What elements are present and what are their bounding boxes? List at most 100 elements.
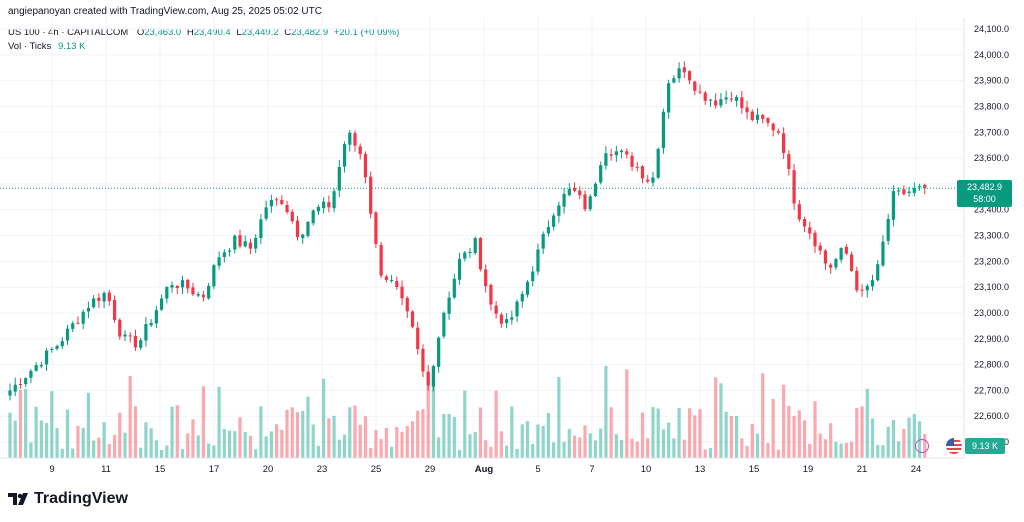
tradingview-logo[interactable]: TradingView — [8, 490, 128, 508]
candle-body — [327, 202, 331, 208]
volume-bar — [50, 391, 54, 458]
volume-bar — [599, 428, 603, 458]
low-label: L — [236, 27, 242, 38]
candle-body — [274, 199, 279, 201]
candle-body — [917, 186, 922, 188]
volume-bar — [687, 408, 692, 458]
candle-body — [693, 81, 697, 91]
candle-body — [776, 131, 781, 133]
volume-bar — [447, 413, 451, 458]
price-tick-label: 22,900.0 — [974, 334, 1009, 344]
candle-body — [39, 365, 43, 367]
time-tick-label: 24 — [911, 464, 922, 475]
candle-body — [865, 285, 869, 291]
candle-body — [264, 207, 268, 219]
candle-body — [802, 219, 807, 227]
volume-bar — [897, 441, 901, 458]
candle-body — [593, 183, 598, 196]
volume-bar — [640, 412, 645, 458]
volume-bar — [97, 437, 101, 458]
volume-bar — [201, 386, 206, 458]
volume-bar — [583, 425, 587, 458]
volume-bar — [902, 428, 906, 458]
candle-body — [154, 310, 158, 324]
candle-body — [714, 100, 718, 106]
volume-bar — [504, 445, 509, 458]
volume-bar — [782, 384, 786, 458]
volume-bar — [855, 407, 859, 458]
candle-body — [322, 201, 326, 209]
time-tick-label: 20 — [263, 464, 274, 475]
candle-body — [729, 98, 733, 100]
volume-bar — [81, 427, 85, 458]
volume-bar — [834, 441, 838, 458]
volume-bar — [243, 432, 247, 458]
candle-body — [410, 311, 415, 327]
volume-bar — [280, 429, 284, 458]
candle-body — [207, 285, 211, 299]
candle-body — [374, 212, 378, 245]
volume-bar — [714, 377, 718, 458]
volume-bar — [531, 443, 535, 458]
volume-bar — [65, 409, 70, 458]
candle-body — [672, 78, 676, 83]
candle-body — [280, 199, 284, 204]
candle-body — [311, 210, 315, 224]
volume-bar — [112, 434, 117, 458]
candle-body — [698, 91, 702, 93]
volume-bar — [389, 446, 394, 458]
time-tick-label: 29 — [425, 464, 436, 475]
candle-body — [599, 165, 603, 183]
candle-body — [782, 133, 786, 154]
volume-bar — [708, 447, 713, 458]
volume-bar — [891, 420, 896, 458]
volume-bar — [353, 405, 357, 458]
candle-body — [269, 200, 273, 207]
candle-body — [60, 341, 64, 347]
candle-body — [478, 237, 483, 270]
open-value: 23,463.0 — [144, 27, 182, 38]
candle-body — [65, 328, 70, 341]
candle-body — [363, 154, 368, 178]
us-flag-icon[interactable] — [946, 438, 962, 454]
volume-bar — [118, 412, 122, 458]
open-label: O — [136, 27, 145, 38]
volume-bar — [76, 425, 80, 458]
volume-bar — [426, 378, 430, 458]
symbol-label[interactable]: US 100 · 4h · CAPITALCOM — [8, 27, 129, 38]
economic-event-icon[interactable] — [915, 439, 929, 453]
volume-bar — [881, 445, 885, 458]
volume-bar — [520, 424, 524, 458]
candle-body — [531, 271, 535, 282]
volume-bar — [677, 407, 681, 458]
price-tick-label: 23,000.0 — [974, 308, 1009, 318]
high-value: 23,490.4 — [193, 27, 231, 38]
candle-body — [227, 250, 232, 252]
price-tick-label: 23,700.0 — [974, 127, 1009, 137]
volume-label[interactable]: Vol · Ticks — [8, 41, 52, 52]
candle-body — [76, 322, 80, 324]
candle-body — [902, 189, 906, 195]
volume-bar — [494, 390, 498, 458]
volume-bar — [499, 431, 503, 458]
candle-body — [792, 170, 796, 204]
volume-bar — [604, 365, 608, 458]
candle-body — [159, 298, 164, 310]
candle-body — [285, 204, 289, 213]
candle-body — [170, 285, 174, 288]
candle-body — [337, 166, 341, 191]
volume-tag: 9.13 K — [965, 438, 1005, 454]
volume-bar — [322, 378, 326, 458]
volume-bar — [175, 405, 179, 458]
candle-body — [107, 292, 111, 302]
volume-bar — [442, 414, 446, 458]
time-tick-label: 7 — [589, 464, 594, 475]
candle-body — [797, 204, 801, 220]
candle-body — [510, 317, 514, 320]
candle-body — [891, 191, 896, 220]
volume-bar — [337, 439, 341, 458]
volume-bar — [24, 388, 28, 458]
time-tick-label: 25 — [371, 464, 382, 475]
volume-bar — [609, 407, 613, 458]
